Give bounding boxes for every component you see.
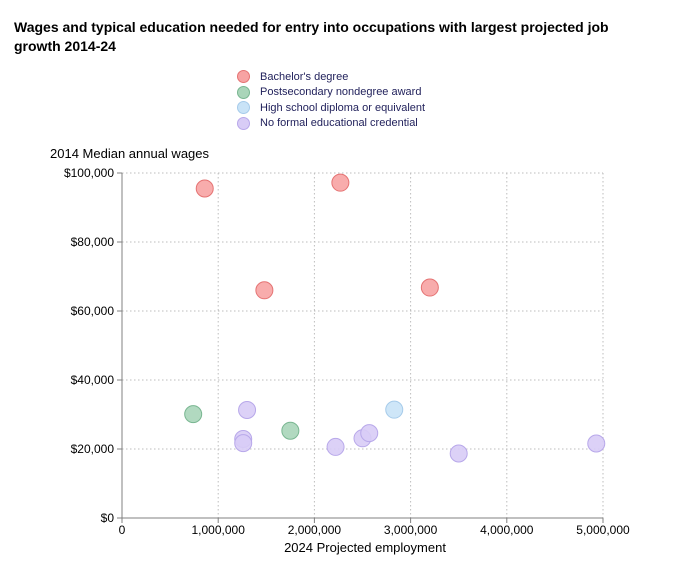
data-point: [360, 424, 379, 443]
legend-item-high-school: High school diploma or equivalent: [237, 100, 425, 116]
y-axis-title: 2014 Median annual wages: [50, 146, 210, 161]
legend-swatch: [237, 70, 250, 84]
y-tick-label: $80,000: [71, 235, 115, 249]
x-tick-label: 2,000,000: [288, 523, 342, 537]
legend: Bachelor's degree Postsecondary nondegre…: [237, 69, 425, 131]
y-tick-label: $40,000: [71, 373, 115, 387]
data-point: [255, 281, 274, 300]
x-tick-label: 4,000,000: [480, 523, 534, 537]
data-point: [385, 400, 404, 419]
x-tick-label: 0: [119, 523, 126, 537]
data-point: [449, 444, 468, 463]
legend-label: Bachelor's degree: [260, 70, 349, 83]
legend-label: High school diploma or equivalent: [260, 101, 426, 114]
legend-swatch: [237, 116, 250, 130]
data-point: [331, 173, 350, 192]
data-point: [234, 434, 253, 453]
data-point: [281, 421, 300, 440]
x-tick-label: 3,000,000: [384, 523, 438, 537]
data-point: [587, 434, 606, 453]
y-tick-label: $20,000: [71, 442, 115, 456]
data-point: [326, 437, 345, 456]
x-tick-label: 5,000,000: [576, 523, 630, 537]
legend-swatch: [237, 85, 250, 99]
x-tick-label: 1,000,000: [192, 523, 246, 537]
y-tick-label: $60,000: [71, 304, 115, 318]
legend-label: Postsecondary nondegree award: [260, 86, 422, 99]
legend-label: No formal educational credential: [260, 117, 418, 130]
legend-swatch: [237, 101, 250, 115]
data-point: [184, 405, 203, 424]
data-point: [195, 179, 214, 198]
y-tick-label: $0: [101, 511, 115, 525]
legend-item-postsecondary: Postsecondary nondegree award: [237, 85, 425, 101]
legend-item-bachelors: Bachelor's degree: [237, 69, 425, 85]
data-point: [420, 278, 439, 297]
chart-title: Wages and typical education needed for e…: [14, 19, 609, 54]
y-tick-label: $100,000: [64, 166, 114, 180]
x-axis-title: 2024 Projected employment: [284, 540, 446, 555]
data-point: [238, 401, 257, 420]
legend-item-no-formal: No formal educational credential: [237, 116, 425, 132]
